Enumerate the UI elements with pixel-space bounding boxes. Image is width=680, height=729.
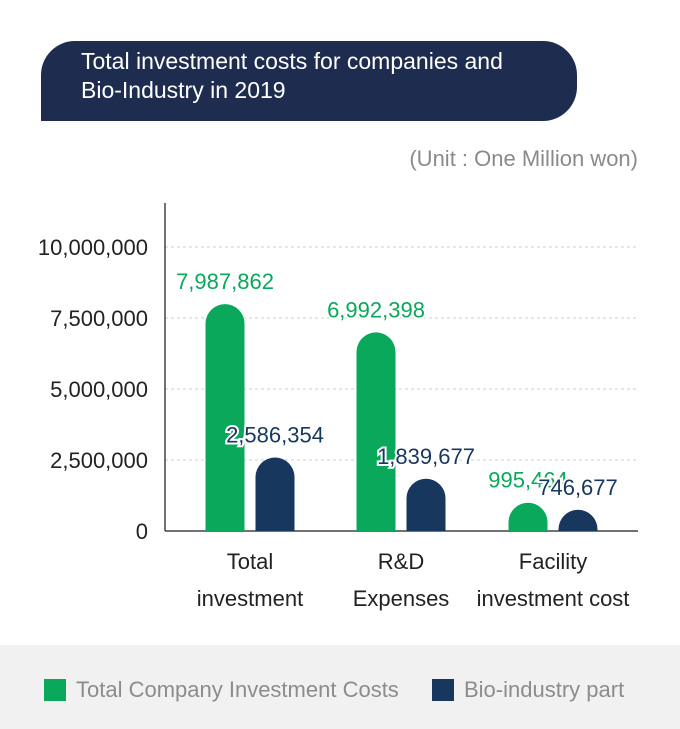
x-tick-label: Expenses	[353, 586, 450, 611]
y-tick-label: 0	[136, 519, 148, 544]
bar-total-company	[508, 502, 548, 531]
legend-label-bio-industry: Bio-industry part	[464, 677, 625, 702]
legend-swatch-green	[44, 679, 66, 701]
x-tick-label: investment cost	[477, 586, 630, 611]
bar-bio-industry	[255, 457, 295, 531]
bar-bio-industry	[558, 509, 598, 531]
chart-title-banner: Total investment costs for companies and…	[41, 41, 577, 121]
x-tick-label: investment	[197, 586, 303, 611]
legend-item-bio-industry: Bio-industry part	[432, 677, 624, 703]
data-label: 1,839,677	[377, 444, 475, 469]
data-label: 2,586,354	[226, 423, 324, 448]
data-label: 6,992,398	[327, 297, 425, 322]
unit-label: (Unit : One Million won)	[409, 146, 638, 171]
bar-bio-industry	[406, 478, 446, 531]
x-tick-label: R&D	[378, 549, 424, 574]
x-tick-label: Total	[227, 549, 273, 574]
legend-label-total-company: Total Company Investment Costs	[76, 677, 399, 702]
bar-chart: 0 2,500,000 5,000,000 7,500,000 10,000,000 7,…	[38, 203, 638, 611]
y-tick-label: 2,500,000	[50, 448, 148, 473]
y-tick-label: 5,000,000	[50, 377, 148, 402]
legend-item-total-company: Total Company Investment Costs	[44, 677, 399, 703]
legend-swatch-navy	[432, 679, 454, 701]
bar-total-company	[356, 332, 396, 531]
data-label: 995,464	[488, 468, 568, 493]
data-label: 7,987,862	[176, 269, 274, 294]
y-tick-label: 10,000,000	[38, 235, 148, 260]
y-tick-label: 7,500,000	[50, 306, 148, 331]
chart-title-line-1: Total investment costs for companies and	[81, 48, 503, 74]
bar-total-company	[205, 304, 245, 531]
chart-title-line-2: Bio-Industry in 2019	[81, 77, 286, 103]
x-tick-label: Facility	[519, 549, 587, 574]
legend: Total Company Investment Costs Bio-indus…	[0, 645, 680, 729]
data-label: 746,677	[538, 475, 618, 500]
